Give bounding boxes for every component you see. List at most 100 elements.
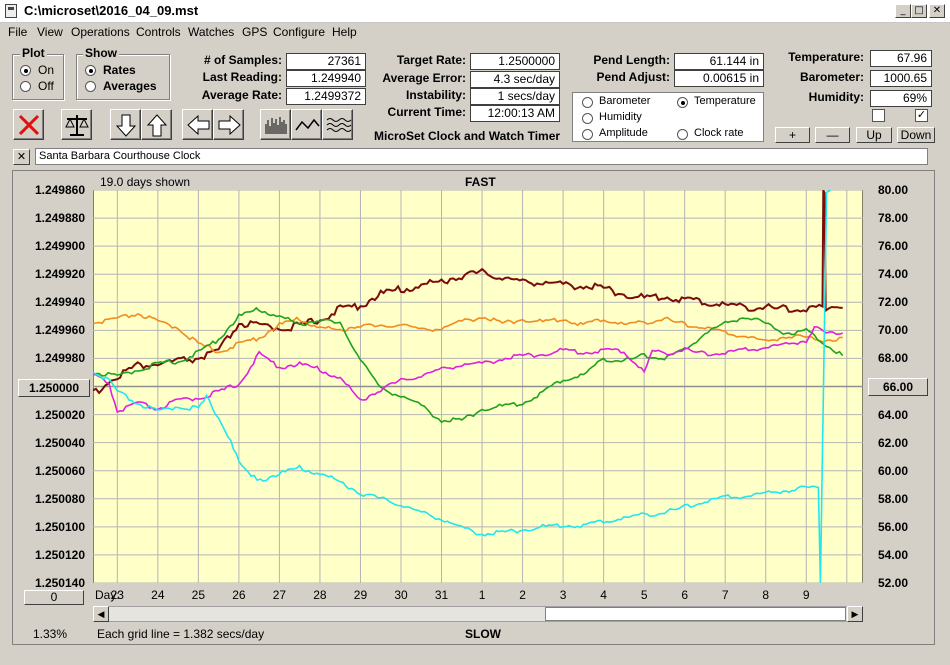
y-left-tick-label: 1.250060 — [34, 463, 85, 478]
balance-button[interactable] — [61, 109, 92, 140]
menu-watches[interactable]: Watches — [188, 25, 235, 39]
wave-view-button[interactable] — [322, 109, 353, 140]
line-graph-icon — [295, 118, 320, 131]
center-rate-button[interactable]: 1.250000 — [18, 379, 90, 397]
menu-view[interactable]: View — [37, 25, 63, 39]
day-axis-label: Day: — [95, 588, 120, 602]
menu-controls[interactable]: Controls — [136, 25, 181, 39]
stop-button[interactable] — [13, 109, 44, 140]
amplitude-radio[interactable] — [582, 129, 593, 140]
barometer-radio[interactable] — [582, 97, 593, 108]
bar-graph-icon — [265, 117, 287, 134]
center-aux-button[interactable]: 66.00 — [868, 378, 928, 396]
menu-configure[interactable]: Configure — [273, 25, 326, 39]
days-shown-label: 19.0 days shown — [100, 175, 191, 189]
show-averages-radio[interactable] — [85, 81, 96, 92]
last-reading-value: 1.249940 — [286, 70, 366, 87]
y-right-tick-label: 64.00 — [877, 407, 908, 422]
average-rate-label: Average Rate: — [201, 88, 282, 102]
barometer-option-label: Barometer — [599, 95, 651, 107]
line-view-button[interactable] — [291, 109, 322, 140]
arrow-right-button[interactable] — [213, 109, 244, 140]
y-right-tick-label: 52.00 — [877, 576, 908, 590]
show-group-title: Show — [83, 46, 119, 60]
temperature-value: 67.96 — [870, 50, 932, 67]
y-left-tick-label: 1.250040 — [34, 435, 85, 450]
close-button[interactable]: ✕ — [929, 4, 945, 18]
arrow-right-icon — [218, 114, 241, 136]
series-line-barometer — [93, 313, 843, 354]
y-right-tick-label: 78.00 — [877, 211, 908, 226]
samples-label: # of Samples: — [203, 53, 282, 67]
y-right-tick-label: 74.00 — [877, 267, 908, 282]
chart-frame — [12, 170, 935, 645]
aux-down-button[interactable]: Down — [897, 127, 935, 143]
x-tick-label: 3 — [559, 588, 567, 602]
app-name: MicroSet Clock and Watch Timer — [374, 129, 561, 143]
series-line-humidity — [93, 325, 843, 414]
target-rate-label: Target Rate: — [396, 53, 466, 67]
y-left-tick-label: 1.250080 — [34, 491, 85, 506]
x-tick-label: 4 — [600, 588, 607, 602]
scrollbar-thumb[interactable] — [545, 607, 846, 621]
y-right-tick-label: 72.00 — [877, 295, 908, 310]
arrow-up-button[interactable] — [141, 109, 172, 140]
clear-name-button[interactable]: ✕ — [13, 149, 30, 165]
pend-adjust-value: 0.00615 in — [674, 70, 764, 87]
fast-label: FAST — [465, 175, 496, 189]
aux-checkbox-1[interactable] — [872, 109, 885, 122]
average-error-value: 4.3 sec/day — [470, 71, 560, 88]
stop-x-icon — [18, 114, 40, 136]
y-left-tick-label: 1.250020 — [34, 407, 85, 422]
y-left-tick-label: 1.249960 — [34, 323, 85, 338]
x-tick-label: 29 — [353, 588, 368, 602]
arrow-down-button[interactable] — [110, 109, 141, 140]
instability-value: 1 secs/day — [470, 88, 560, 105]
show-averages-label: Averages — [103, 79, 157, 93]
plot-on-label: On — [38, 63, 55, 77]
samples-value: 27361 — [286, 53, 366, 70]
maximize-button[interactable]: □ — [911, 4, 927, 18]
y-left-tick-label: 1.249920 — [34, 267, 85, 282]
target-rate-value: 1.2500000 — [470, 53, 560, 70]
temperature-option-label: Temperature — [694, 95, 756, 107]
x-tick-label: 8 — [762, 588, 770, 602]
menu-help[interactable]: Help — [332, 25, 357, 39]
arrow-left-icon — [187, 114, 210, 136]
temperature-radio[interactable] — [677, 97, 688, 108]
plot-on-radio[interactable] — [20, 65, 31, 76]
arrow-up-icon — [146, 114, 168, 137]
aux-minus-button[interactable]: — — [815, 127, 850, 143]
y-left-tick-label: 1.249940 — [34, 295, 85, 310]
series-line-temperature — [93, 306, 844, 424]
average-rate-value: 1.2499372 — [286, 88, 366, 105]
aux-plus-button[interactable]: + — [775, 127, 810, 143]
menu-file[interactable]: File — [8, 25, 28, 39]
menu-operations[interactable]: Operations — [71, 25, 130, 39]
scroll-left-arrow-icon[interactable]: ◀ — [93, 606, 109, 622]
pend-length-value: 61.144 in — [674, 53, 764, 70]
arrow-left-button[interactable] — [182, 109, 213, 140]
clock-name-input[interactable]: Santa Barbara Courthouse Clock — [35, 148, 928, 165]
x-tick-label: 9 — [802, 588, 810, 602]
minimize-button[interactable]: _ — [895, 4, 911, 18]
x-tick-label: 30 — [394, 588, 408, 602]
x-tick-label: 5 — [640, 588, 648, 602]
menu-bar: File View Operations Controls Watches GP… — [0, 22, 950, 42]
x-tick-label: 24 — [151, 588, 165, 602]
y-left-tick-label: 1.249860 — [34, 183, 85, 197]
bars-view-button[interactable] — [260, 109, 291, 140]
aux-checkbox-2[interactable]: ✓ — [915, 109, 928, 122]
plot-off-radio[interactable] — [20, 81, 31, 92]
current-time-label: Current Time: — [387, 105, 466, 119]
aux-up-button[interactable]: Up — [856, 127, 892, 143]
y-right-tick-label: 76.00 — [877, 239, 908, 254]
scroll-start-button[interactable]: 0 — [24, 590, 84, 605]
humidity-radio[interactable] — [582, 113, 593, 124]
chart-plot — [93, 190, 863, 583]
menu-gps[interactable]: GPS — [242, 25, 268, 39]
scroll-right-arrow-icon[interactable]: ▶ — [847, 606, 863, 622]
wave-lines-icon — [326, 118, 352, 132]
show-rates-radio[interactable] — [85, 65, 96, 76]
clock-rate-radio[interactable] — [677, 129, 688, 140]
